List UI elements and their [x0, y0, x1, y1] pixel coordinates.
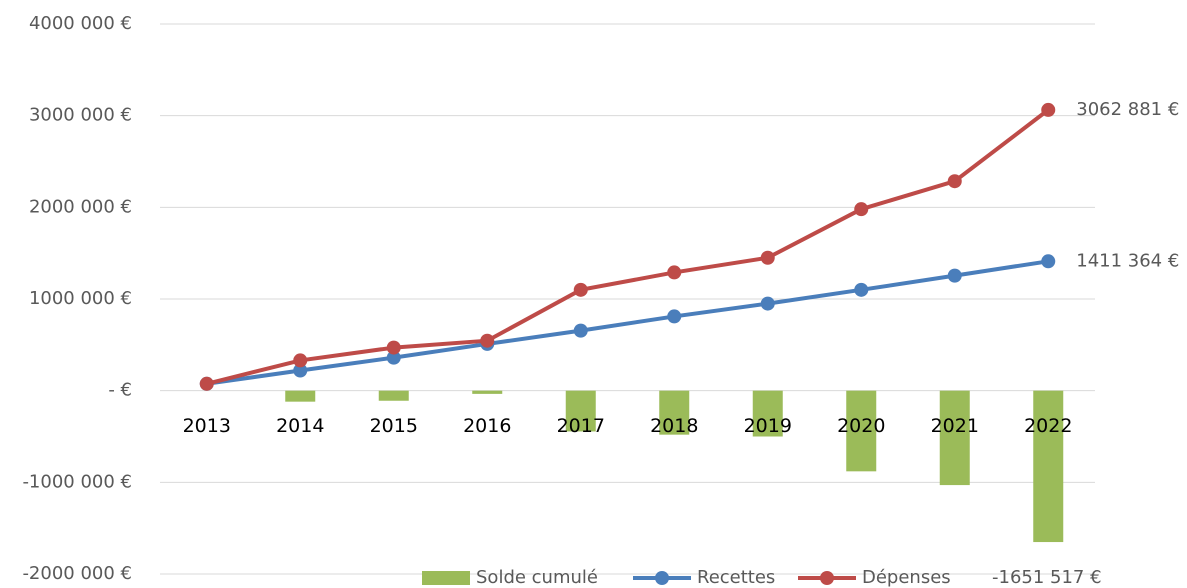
y-tick-label: 2000 000 € [29, 196, 132, 217]
bar [659, 390, 690, 435]
legend-swatch [422, 571, 470, 585]
marker [854, 282, 869, 297]
data-label: -1651 517 € [992, 567, 1102, 588]
y-tick-label: 3000 000 € [29, 105, 132, 126]
marker [667, 265, 682, 280]
marker [760, 250, 775, 265]
marker [573, 282, 588, 297]
bar [378, 390, 409, 401]
legend-label: Recettes [697, 567, 775, 588]
y-tick-label: - € [108, 380, 132, 401]
bar [752, 390, 783, 437]
x-tick-label: 2016 [463, 415, 511, 437]
legend-swatch [655, 571, 669, 585]
x-tick-label: 2015 [370, 415, 418, 437]
x-tick-label: 2017 [557, 415, 605, 437]
x-tick-label: 2022 [1024, 415, 1072, 437]
data-label: 3062 881 € [1076, 99, 1179, 120]
marker [1041, 102, 1056, 117]
marker [480, 333, 495, 348]
marker [1041, 254, 1056, 269]
marker [760, 296, 775, 311]
y-tick-label: 1000 000 € [29, 288, 132, 309]
marker [386, 340, 401, 355]
marker [667, 309, 682, 324]
marker [854, 202, 869, 217]
line [206, 259, 1049, 386]
line [206, 108, 1050, 386]
legend-swatch [820, 571, 834, 585]
y-tick-label: -2000 000 € [22, 563, 132, 584]
bar [939, 390, 970, 486]
bar [846, 390, 877, 472]
x-tick-label: 2019 [744, 415, 792, 437]
y-tick-label: 4000 000 € [29, 13, 132, 34]
marker [947, 174, 962, 189]
x-tick-label: 2013 [183, 415, 231, 437]
x-tick-label: 2021 [931, 415, 979, 437]
marker [573, 323, 588, 338]
data-label: 1411 364 € [1076, 250, 1179, 271]
legend-label: Dépenses [862, 567, 951, 588]
bar [472, 390, 503, 394]
marker [293, 363, 308, 378]
x-tick-label: 2014 [276, 415, 324, 437]
bar [1033, 390, 1064, 543]
marker [199, 376, 214, 391]
bar [285, 390, 316, 402]
legend-label: Solde cumulé [476, 567, 598, 588]
marker [947, 268, 962, 283]
y-tick-label: -1000 000 € [22, 471, 132, 492]
x-tick-label: 2018 [650, 415, 698, 437]
bar [565, 390, 596, 432]
x-tick-label: 2020 [837, 415, 885, 437]
marker [386, 350, 401, 365]
marker [293, 353, 308, 368]
